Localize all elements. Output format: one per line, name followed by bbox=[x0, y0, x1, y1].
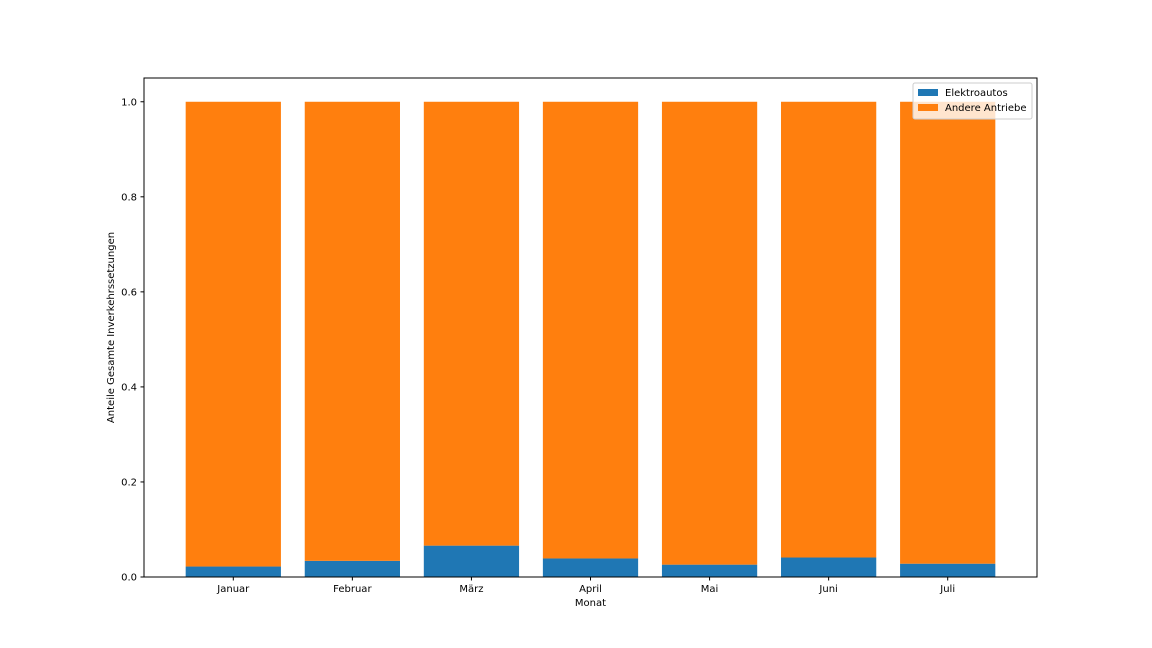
y-tick-label-1: 0.2 bbox=[121, 477, 137, 488]
y-tick-label-4: 0.8 bbox=[121, 192, 137, 203]
bars-layer bbox=[185, 101, 996, 577]
x-tick-label-6: Juli bbox=[939, 584, 955, 595]
y-tick-label-0: 0.0 bbox=[121, 573, 137, 584]
x-axis: Januar Februar März April Mai Juni Juli bbox=[216, 577, 955, 595]
bar-elektroautos-6 bbox=[900, 563, 996, 577]
bar-elektroautos-3 bbox=[542, 558, 639, 577]
bar-andere-antriebe-0 bbox=[185, 101, 281, 567]
bar-andere-antriebe-5 bbox=[781, 101, 877, 558]
y-axis-label: Anteile Gesamte Inverkehrssetzungen bbox=[106, 232, 117, 423]
legend: Elektroautos Andere Antriebe bbox=[912, 82, 1033, 120]
bar-elektroautos-0 bbox=[185, 566, 281, 577]
x-tick-label-1: Februar bbox=[333, 584, 372, 595]
x-tick-label-3: April bbox=[579, 584, 602, 595]
y-axis: 0.0 0.2 0.4 0.6 0.8 1.0 bbox=[121, 97, 144, 584]
bar-elektroautos-2 bbox=[423, 545, 520, 577]
legend-box bbox=[912, 82, 1033, 120]
bar-elektroautos-5 bbox=[781, 557, 877, 577]
bar-elektroautos-1 bbox=[304, 560, 400, 577]
legend-swatch-0 bbox=[918, 89, 938, 96]
bar-andere-antriebe-1 bbox=[304, 101, 400, 561]
x-tick-label-2: März bbox=[459, 584, 483, 595]
y-tick-label-5: 1.0 bbox=[121, 97, 137, 108]
bar-andere-antriebe-3 bbox=[542, 101, 639, 559]
x-axis-label: Monat bbox=[575, 598, 606, 609]
y-tick-label-2: 0.4 bbox=[121, 382, 137, 393]
y-tick-label-3: 0.6 bbox=[121, 287, 137, 298]
x-tick-label-0: Januar bbox=[216, 584, 250, 595]
legend-label-1: Andere Antriebe bbox=[945, 103, 1027, 114]
x-tick-label-4: Mai bbox=[701, 584, 719, 595]
bar-andere-antriebe-6 bbox=[900, 101, 996, 564]
legend-label-0: Elektroautos bbox=[945, 88, 1008, 99]
bar-andere-antriebe-2 bbox=[423, 101, 520, 546]
bar-elektroautos-4 bbox=[661, 564, 758, 577]
bar-andere-antriebe-4 bbox=[661, 101, 758, 565]
legend-swatch-1 bbox=[918, 104, 938, 111]
x-tick-label-5: Juni bbox=[818, 584, 837, 595]
